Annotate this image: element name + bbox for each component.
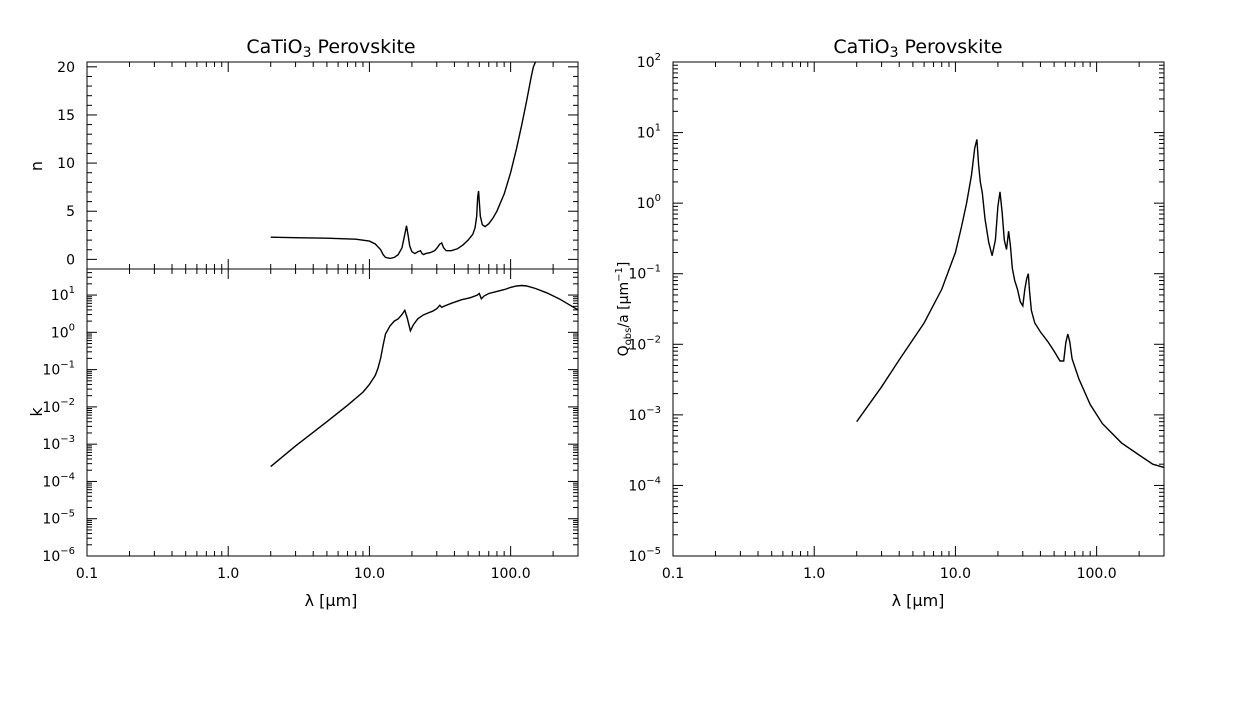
y-tick-label: 10: [57, 156, 75, 172]
left-x-axis-label: λ [μm]: [305, 591, 358, 610]
x-tick-label: 100.0: [491, 566, 531, 582]
y-tick-label: 10−4: [628, 475, 661, 494]
y-tick-label: 102: [637, 52, 661, 71]
y-tick-label: 10−4: [42, 471, 75, 490]
right-x-axis-label: λ [μm]: [892, 591, 945, 610]
left-chart-title: CaTiO3 Perovskite: [246, 36, 415, 61]
x-tick-label: 10.0: [354, 566, 385, 582]
q-plot-frame: [672, 61, 1165, 557]
y-tick-label: 10−3: [42, 434, 75, 453]
x-tick-label: 100.0: [1077, 566, 1117, 582]
q-axis-label: Qobs/a [μm−1]: [614, 262, 634, 357]
x-tick-label: 10.0: [940, 566, 971, 582]
y-tick-label: 10−3: [628, 405, 661, 424]
y-tick-label: 10−1: [42, 360, 75, 379]
y-tick-label: 10−1: [628, 264, 661, 283]
n-axis-label: n: [27, 161, 46, 171]
k-plot-frame: [86, 268, 579, 557]
y-tick-label: 10−2: [628, 334, 661, 353]
q-curve: [856, 139, 1165, 469]
y-tick-label: 10−6: [42, 546, 75, 565]
y-tick-label: 5: [66, 204, 75, 220]
y-tick-label: 100: [51, 322, 75, 341]
n-curve: [270, 61, 537, 260]
x-tick-label: 1.0: [803, 566, 825, 582]
y-tick-label: 10−5: [628, 546, 661, 565]
k-axis-label: k: [27, 407, 46, 417]
y-tick-label: 15: [57, 108, 75, 124]
x-tick-label: 0.1: [662, 566, 684, 582]
y-tick-label: 20: [57, 60, 75, 76]
tick-labels: 0 5 10 15 20 0.1 1.0 10.0 100.0 101 100 10−1 10−2 10−…: [42, 52, 1116, 582]
axis-ticks: [86, 61, 1165, 557]
k-curve: [270, 284, 579, 468]
y-tick-label: 101: [637, 123, 661, 142]
y-tick-label: 101: [51, 285, 75, 304]
y-tick-label: 0: [66, 252, 75, 268]
x-tick-label: 1.0: [217, 566, 239, 582]
y-tick-label: 10−5: [42, 509, 75, 528]
y-tick-label: 100: [637, 193, 661, 212]
y-tick-label: 10−2: [42, 397, 75, 416]
right-chart-title: CaTiO3 Perovskite: [833, 36, 1002, 61]
x-tick-label: 0.1: [76, 566, 98, 582]
